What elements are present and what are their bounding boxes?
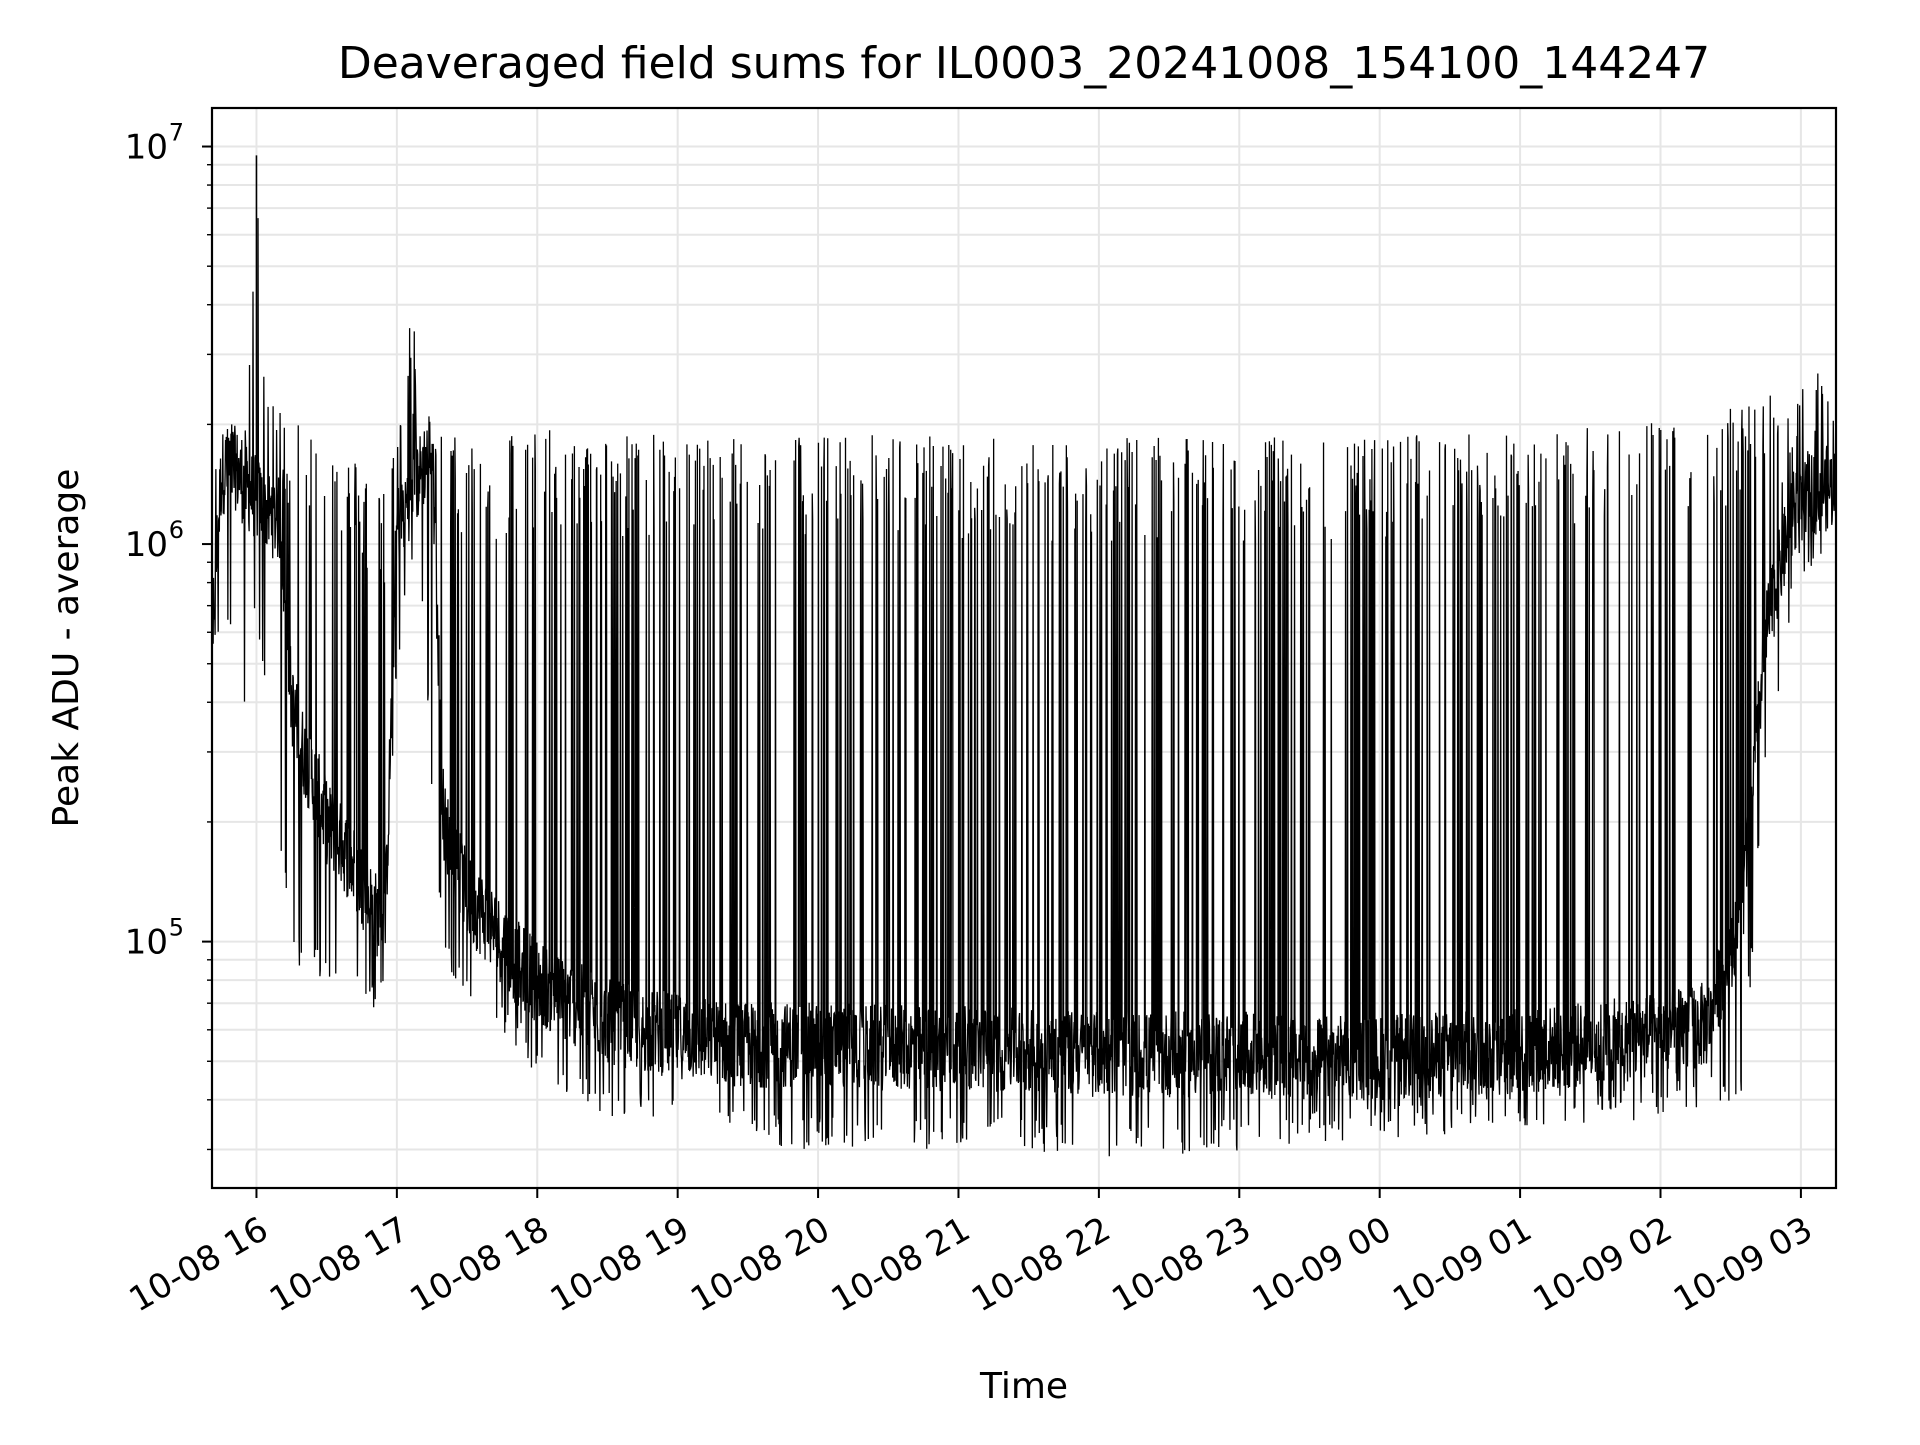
plot-area bbox=[212, 155, 1836, 1157]
y-tick-label: 10 bbox=[125, 525, 168, 565]
x-axis-label: Time bbox=[979, 1366, 1068, 1407]
y-tick-exponent: 5 bbox=[169, 914, 184, 942]
series-line bbox=[212, 218, 1836, 1157]
y-tick-label: 10 bbox=[125, 128, 168, 168]
y-tick-exponent: 7 bbox=[169, 119, 184, 147]
y-tick-label: 10 bbox=[125, 923, 168, 963]
plot-frame bbox=[210, 106, 1838, 1190]
y-tick-exponent: 6 bbox=[169, 516, 184, 544]
chart-title: Deaveraged field sums for IL0003_2024100… bbox=[338, 38, 1710, 89]
y-axis-label: Peak ADU - average bbox=[46, 469, 87, 828]
series-layer bbox=[212, 155, 1836, 1157]
